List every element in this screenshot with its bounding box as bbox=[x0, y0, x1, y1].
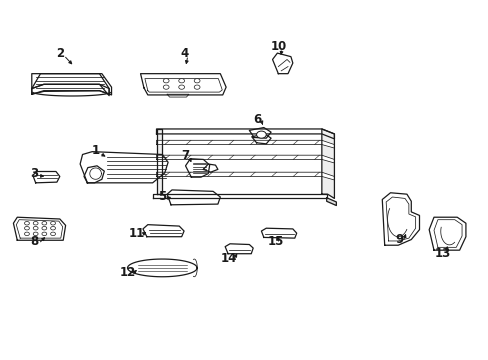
Circle shape bbox=[33, 226, 38, 230]
Circle shape bbox=[24, 221, 29, 225]
Circle shape bbox=[51, 232, 55, 236]
Polygon shape bbox=[144, 78, 222, 92]
Text: 3: 3 bbox=[31, 167, 39, 180]
Circle shape bbox=[33, 232, 38, 236]
Circle shape bbox=[179, 78, 184, 83]
Polygon shape bbox=[32, 74, 109, 96]
Polygon shape bbox=[203, 164, 218, 172]
Polygon shape bbox=[156, 172, 334, 180]
Text: 9: 9 bbox=[394, 233, 403, 246]
Text: 11: 11 bbox=[129, 227, 145, 240]
Text: 8: 8 bbox=[30, 235, 39, 248]
Circle shape bbox=[194, 78, 200, 83]
Text: 1: 1 bbox=[91, 144, 100, 157]
Polygon shape bbox=[84, 166, 104, 183]
Text: 13: 13 bbox=[434, 247, 450, 260]
Polygon shape bbox=[32, 74, 111, 95]
Polygon shape bbox=[156, 129, 162, 194]
Polygon shape bbox=[13, 217, 65, 240]
Polygon shape bbox=[32, 84, 109, 94]
Text: 7: 7 bbox=[181, 149, 189, 162]
Circle shape bbox=[42, 226, 47, 230]
Polygon shape bbox=[224, 244, 253, 254]
Polygon shape bbox=[272, 53, 292, 74]
Polygon shape bbox=[167, 94, 188, 97]
Text: 4: 4 bbox=[180, 46, 188, 60]
Circle shape bbox=[194, 85, 200, 89]
Circle shape bbox=[51, 226, 55, 230]
Circle shape bbox=[24, 226, 29, 230]
Polygon shape bbox=[156, 155, 334, 163]
Polygon shape bbox=[428, 217, 465, 250]
Text: 12: 12 bbox=[119, 266, 135, 279]
Polygon shape bbox=[127, 259, 197, 277]
Circle shape bbox=[51, 221, 55, 225]
Circle shape bbox=[33, 221, 38, 225]
Polygon shape bbox=[140, 74, 225, 95]
Circle shape bbox=[256, 131, 265, 138]
Polygon shape bbox=[321, 129, 334, 198]
Text: 6: 6 bbox=[253, 113, 261, 126]
Text: 10: 10 bbox=[270, 40, 286, 53]
Polygon shape bbox=[142, 225, 183, 237]
Polygon shape bbox=[261, 228, 296, 238]
Polygon shape bbox=[326, 198, 336, 206]
Circle shape bbox=[24, 232, 29, 236]
Polygon shape bbox=[167, 190, 220, 205]
Polygon shape bbox=[80, 152, 168, 183]
Circle shape bbox=[42, 221, 47, 225]
Text: 5: 5 bbox=[158, 190, 166, 203]
Polygon shape bbox=[33, 171, 60, 183]
Text: 2: 2 bbox=[56, 46, 64, 60]
Polygon shape bbox=[249, 127, 270, 138]
Polygon shape bbox=[251, 134, 270, 144]
Circle shape bbox=[42, 232, 47, 236]
Polygon shape bbox=[156, 129, 334, 139]
Text: 15: 15 bbox=[267, 235, 283, 248]
Polygon shape bbox=[152, 194, 326, 198]
Circle shape bbox=[179, 85, 184, 89]
Text: 14: 14 bbox=[221, 252, 237, 265]
Polygon shape bbox=[185, 159, 209, 177]
Polygon shape bbox=[382, 193, 419, 245]
Polygon shape bbox=[156, 140, 334, 148]
Circle shape bbox=[163, 78, 169, 83]
Circle shape bbox=[163, 85, 169, 89]
